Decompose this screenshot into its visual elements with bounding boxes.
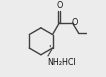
Text: O: O [56, 1, 62, 10]
Text: NH₂HCl: NH₂HCl [47, 58, 76, 67]
Text: ': ' [48, 45, 51, 54]
Text: O: O [72, 18, 78, 27]
